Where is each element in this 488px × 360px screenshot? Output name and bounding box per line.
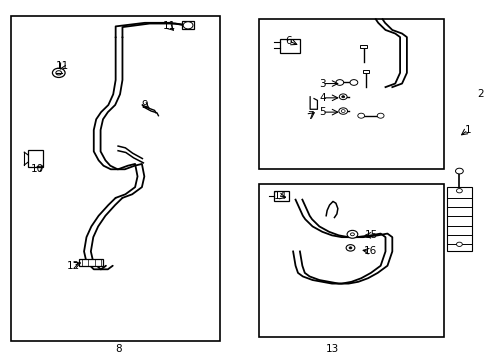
Bar — [28, 150, 42, 167]
Text: 11: 11 — [162, 21, 175, 31]
Text: 13: 13 — [325, 343, 338, 354]
Circle shape — [456, 189, 461, 193]
Circle shape — [376, 113, 383, 118]
Bar — [79, 259, 103, 266]
Circle shape — [455, 168, 462, 174]
Bar — [273, 191, 288, 201]
Text: 7: 7 — [306, 111, 313, 121]
Bar — [360, 45, 366, 48]
Bar — [447, 187, 470, 251]
Bar — [259, 19, 443, 169]
Bar — [362, 70, 369, 73]
Text: 12: 12 — [66, 261, 80, 271]
Bar — [182, 21, 194, 29]
Text: 3: 3 — [318, 78, 325, 89]
Circle shape — [357, 113, 364, 118]
Circle shape — [341, 110, 345, 112]
Text: 16: 16 — [363, 247, 376, 256]
Circle shape — [346, 230, 357, 238]
Circle shape — [348, 247, 351, 249]
Text: 1: 1 — [464, 125, 470, 135]
Circle shape — [339, 94, 346, 100]
Circle shape — [341, 96, 344, 98]
Bar — [11, 16, 220, 341]
Text: 11: 11 — [56, 61, 69, 71]
Bar — [259, 184, 443, 337]
Text: 9: 9 — [141, 100, 148, 110]
Circle shape — [456, 242, 461, 247]
Text: 5: 5 — [318, 107, 325, 117]
Circle shape — [349, 80, 357, 85]
Text: 4: 4 — [318, 93, 325, 103]
Circle shape — [346, 245, 354, 251]
Text: 6: 6 — [285, 36, 291, 46]
Text: 10: 10 — [31, 164, 44, 174]
Text: 14: 14 — [273, 191, 286, 201]
Circle shape — [52, 68, 65, 77]
Text: 8: 8 — [115, 343, 121, 354]
Text: 2: 2 — [476, 89, 483, 99]
Text: 15: 15 — [365, 230, 378, 240]
Circle shape — [56, 71, 61, 75]
Circle shape — [350, 233, 354, 236]
Bar — [280, 39, 300, 53]
Circle shape — [183, 22, 193, 29]
Circle shape — [335, 80, 343, 85]
Circle shape — [338, 108, 347, 114]
